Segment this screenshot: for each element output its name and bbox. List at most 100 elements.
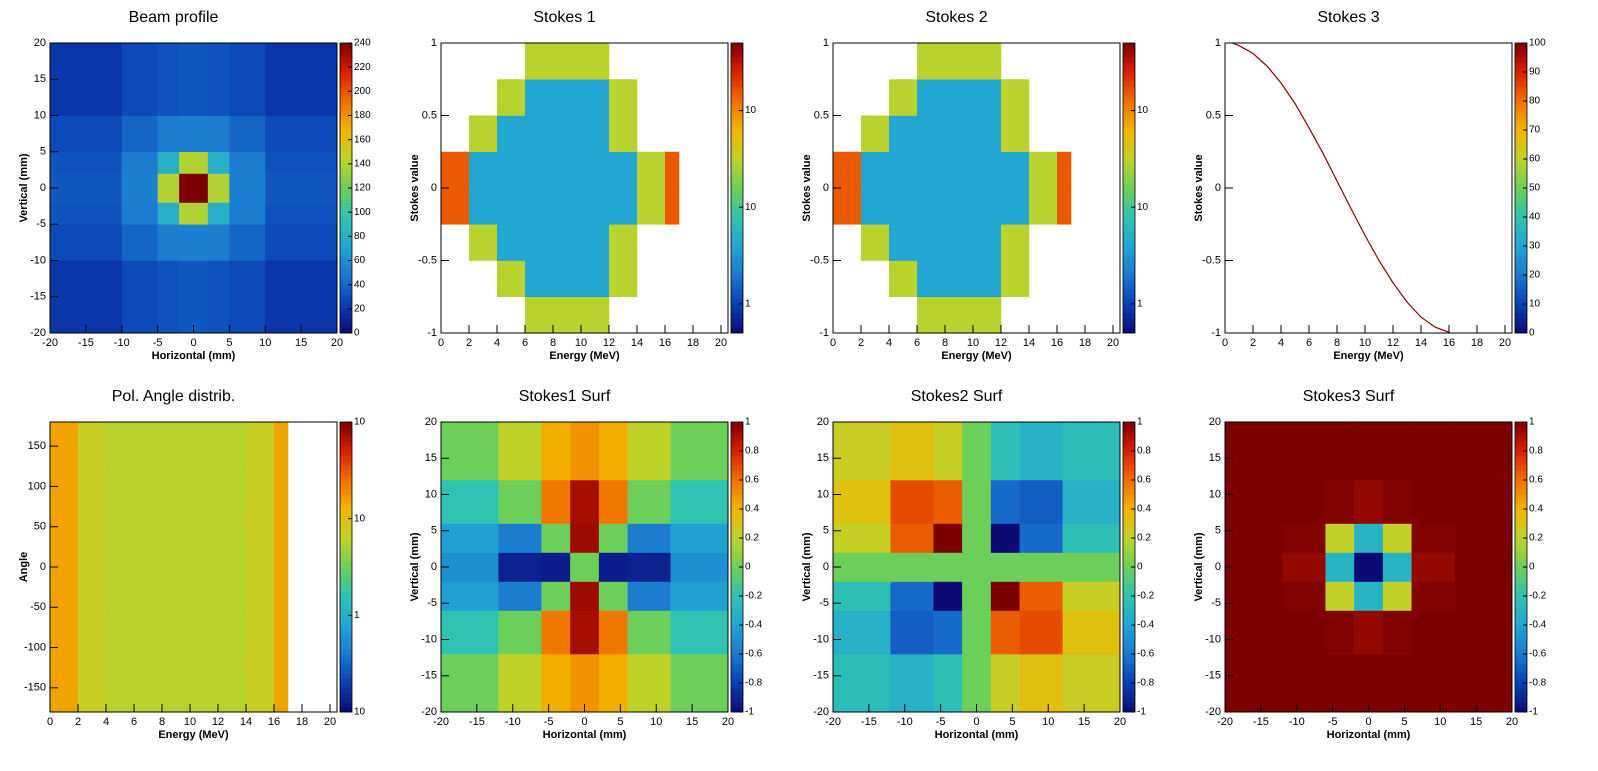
heat-cell: [990, 422, 1020, 481]
heat-cell: [525, 224, 554, 261]
y-tick-label: 1: [431, 37, 437, 49]
colorbar-band: [731, 173, 743, 179]
colorbar-band: [1123, 591, 1135, 597]
colorbar-band: [1515, 663, 1527, 669]
colorbar-band: [1515, 265, 1527, 271]
heat-cell: [229, 202, 266, 225]
colorbar-tick-label: 0.2: [1137, 533, 1151, 544]
heat-cell: [497, 115, 526, 153]
heat-cell: [670, 654, 729, 713]
x-tick-label: 0: [1365, 716, 1371, 728]
y-tick-label: 0: [431, 561, 437, 573]
colorbar-tick-label: 0.4: [1137, 504, 1151, 515]
colorbar-band: [1123, 125, 1135, 131]
y-tick-label: -0.5: [810, 254, 829, 266]
heat-cell: [106, 567, 135, 616]
colorbar-band: [1515, 86, 1527, 92]
colorbar-band: [1123, 168, 1135, 174]
colorbar-band: [731, 484, 743, 491]
heat-cell: [933, 552, 963, 582]
x-tick-label: 8: [942, 337, 948, 349]
heat-cell: [962, 552, 992, 582]
colorbar-band: [340, 673, 352, 679]
heat-cell: [570, 654, 600, 713]
y-tick-label: -10: [421, 633, 437, 645]
colorbar-band: [340, 649, 352, 655]
x-tick-label: -10: [897, 716, 913, 728]
y-tick-label: -0.5: [418, 254, 437, 266]
colorbar-band: [340, 110, 352, 116]
colorbar-band: [1123, 115, 1135, 121]
y-tick-label: 10: [34, 109, 46, 121]
heat-cell: [933, 610, 963, 655]
heat-cell: [1062, 523, 1121, 553]
x-tick-label: -20: [42, 337, 58, 349]
heat-cell: [497, 188, 526, 225]
colorbar-band: [1123, 625, 1135, 631]
heat-cell: [581, 224, 610, 261]
colorbar-band: [1123, 159, 1135, 165]
colorbar-band: [731, 687, 743, 694]
colorbar-band: [731, 105, 743, 112]
y-tick-label: -150: [24, 682, 46, 694]
colorbar-band: [1515, 542, 1527, 549]
heat-cell: [179, 43, 209, 116]
heat-cell: [553, 296, 582, 334]
colorbar-tick-label: -0.2: [745, 591, 763, 602]
colorbar-tick-label: 0: [1529, 562, 1535, 573]
y-tick-label: -10: [1205, 633, 1221, 645]
x-tick-label: 10: [1042, 716, 1054, 728]
colorbar-band: [731, 149, 743, 155]
heat-cell: [973, 224, 1002, 261]
colorbar-band: [1515, 289, 1527, 295]
colorbar-band: [1515, 567, 1527, 573]
heat-cell: [541, 422, 571, 481]
colorbar-band: [1515, 552, 1527, 558]
heat-cell: [990, 523, 1020, 553]
colorbar-band: [1515, 615, 1527, 621]
heat-cell: [1282, 581, 1326, 611]
colorbar-band: [1515, 547, 1527, 553]
heat-cell: [973, 79, 1002, 116]
heat-cell: [933, 422, 963, 481]
colorbar-band: [340, 120, 352, 126]
colorbar-band: [731, 299, 743, 305]
heat-cell: [121, 202, 158, 225]
heat-cell: [1019, 523, 1063, 553]
x-tick-label: -10: [505, 716, 521, 728]
panel: Stokes 3 0 2 4 6 8 10 12 14 16 18 20 -1 -0.5 0 0.5 1 Ener…: [1193, 9, 1546, 362]
colorbar-band: [731, 499, 743, 505]
colorbar-band: [731, 480, 743, 486]
x-tick-label: 20: [331, 337, 343, 349]
y-tick-label: 15: [817, 452, 829, 464]
heat-cell: [1019, 581, 1063, 611]
colorbar-band: [340, 188, 352, 194]
x-tick-label: 8: [1334, 337, 1340, 349]
heat-cell: [497, 224, 526, 261]
colorbar-band: [340, 183, 352, 189]
colorbar-frame: [730, 42, 744, 334]
colorbar-band: [731, 489, 743, 495]
colorbar-band: [1123, 120, 1135, 126]
x-axis-label: Energy (MeV): [158, 729, 229, 741]
colorbar-tick-label: 1: [1137, 417, 1143, 428]
x-tick-label: -15: [1253, 716, 1269, 728]
x-tick-label: 16: [659, 337, 671, 349]
colorbar-tick-label: 70: [1529, 125, 1541, 136]
y-axis-label: Stokes value: [801, 154, 813, 221]
heat-cell: [973, 151, 1002, 189]
heat-cell: [945, 260, 974, 298]
heat-cell: [265, 260, 338, 334]
colorbar-band: [340, 658, 352, 665]
colorbar-band: [1515, 620, 1527, 626]
y-tick-label: -50: [30, 601, 46, 613]
heat-cell: [541, 480, 571, 524]
heat-cell: [157, 260, 180, 334]
heat-cell: [498, 610, 542, 655]
y-tick-label: 20: [817, 416, 829, 428]
colorbar-band: [340, 323, 352, 329]
colorbar-band: [731, 649, 743, 655]
colorbar-tick-label: 180: [354, 110, 371, 121]
colorbar-band: [1123, 489, 1135, 495]
colorbar-band: [1123, 255, 1135, 261]
